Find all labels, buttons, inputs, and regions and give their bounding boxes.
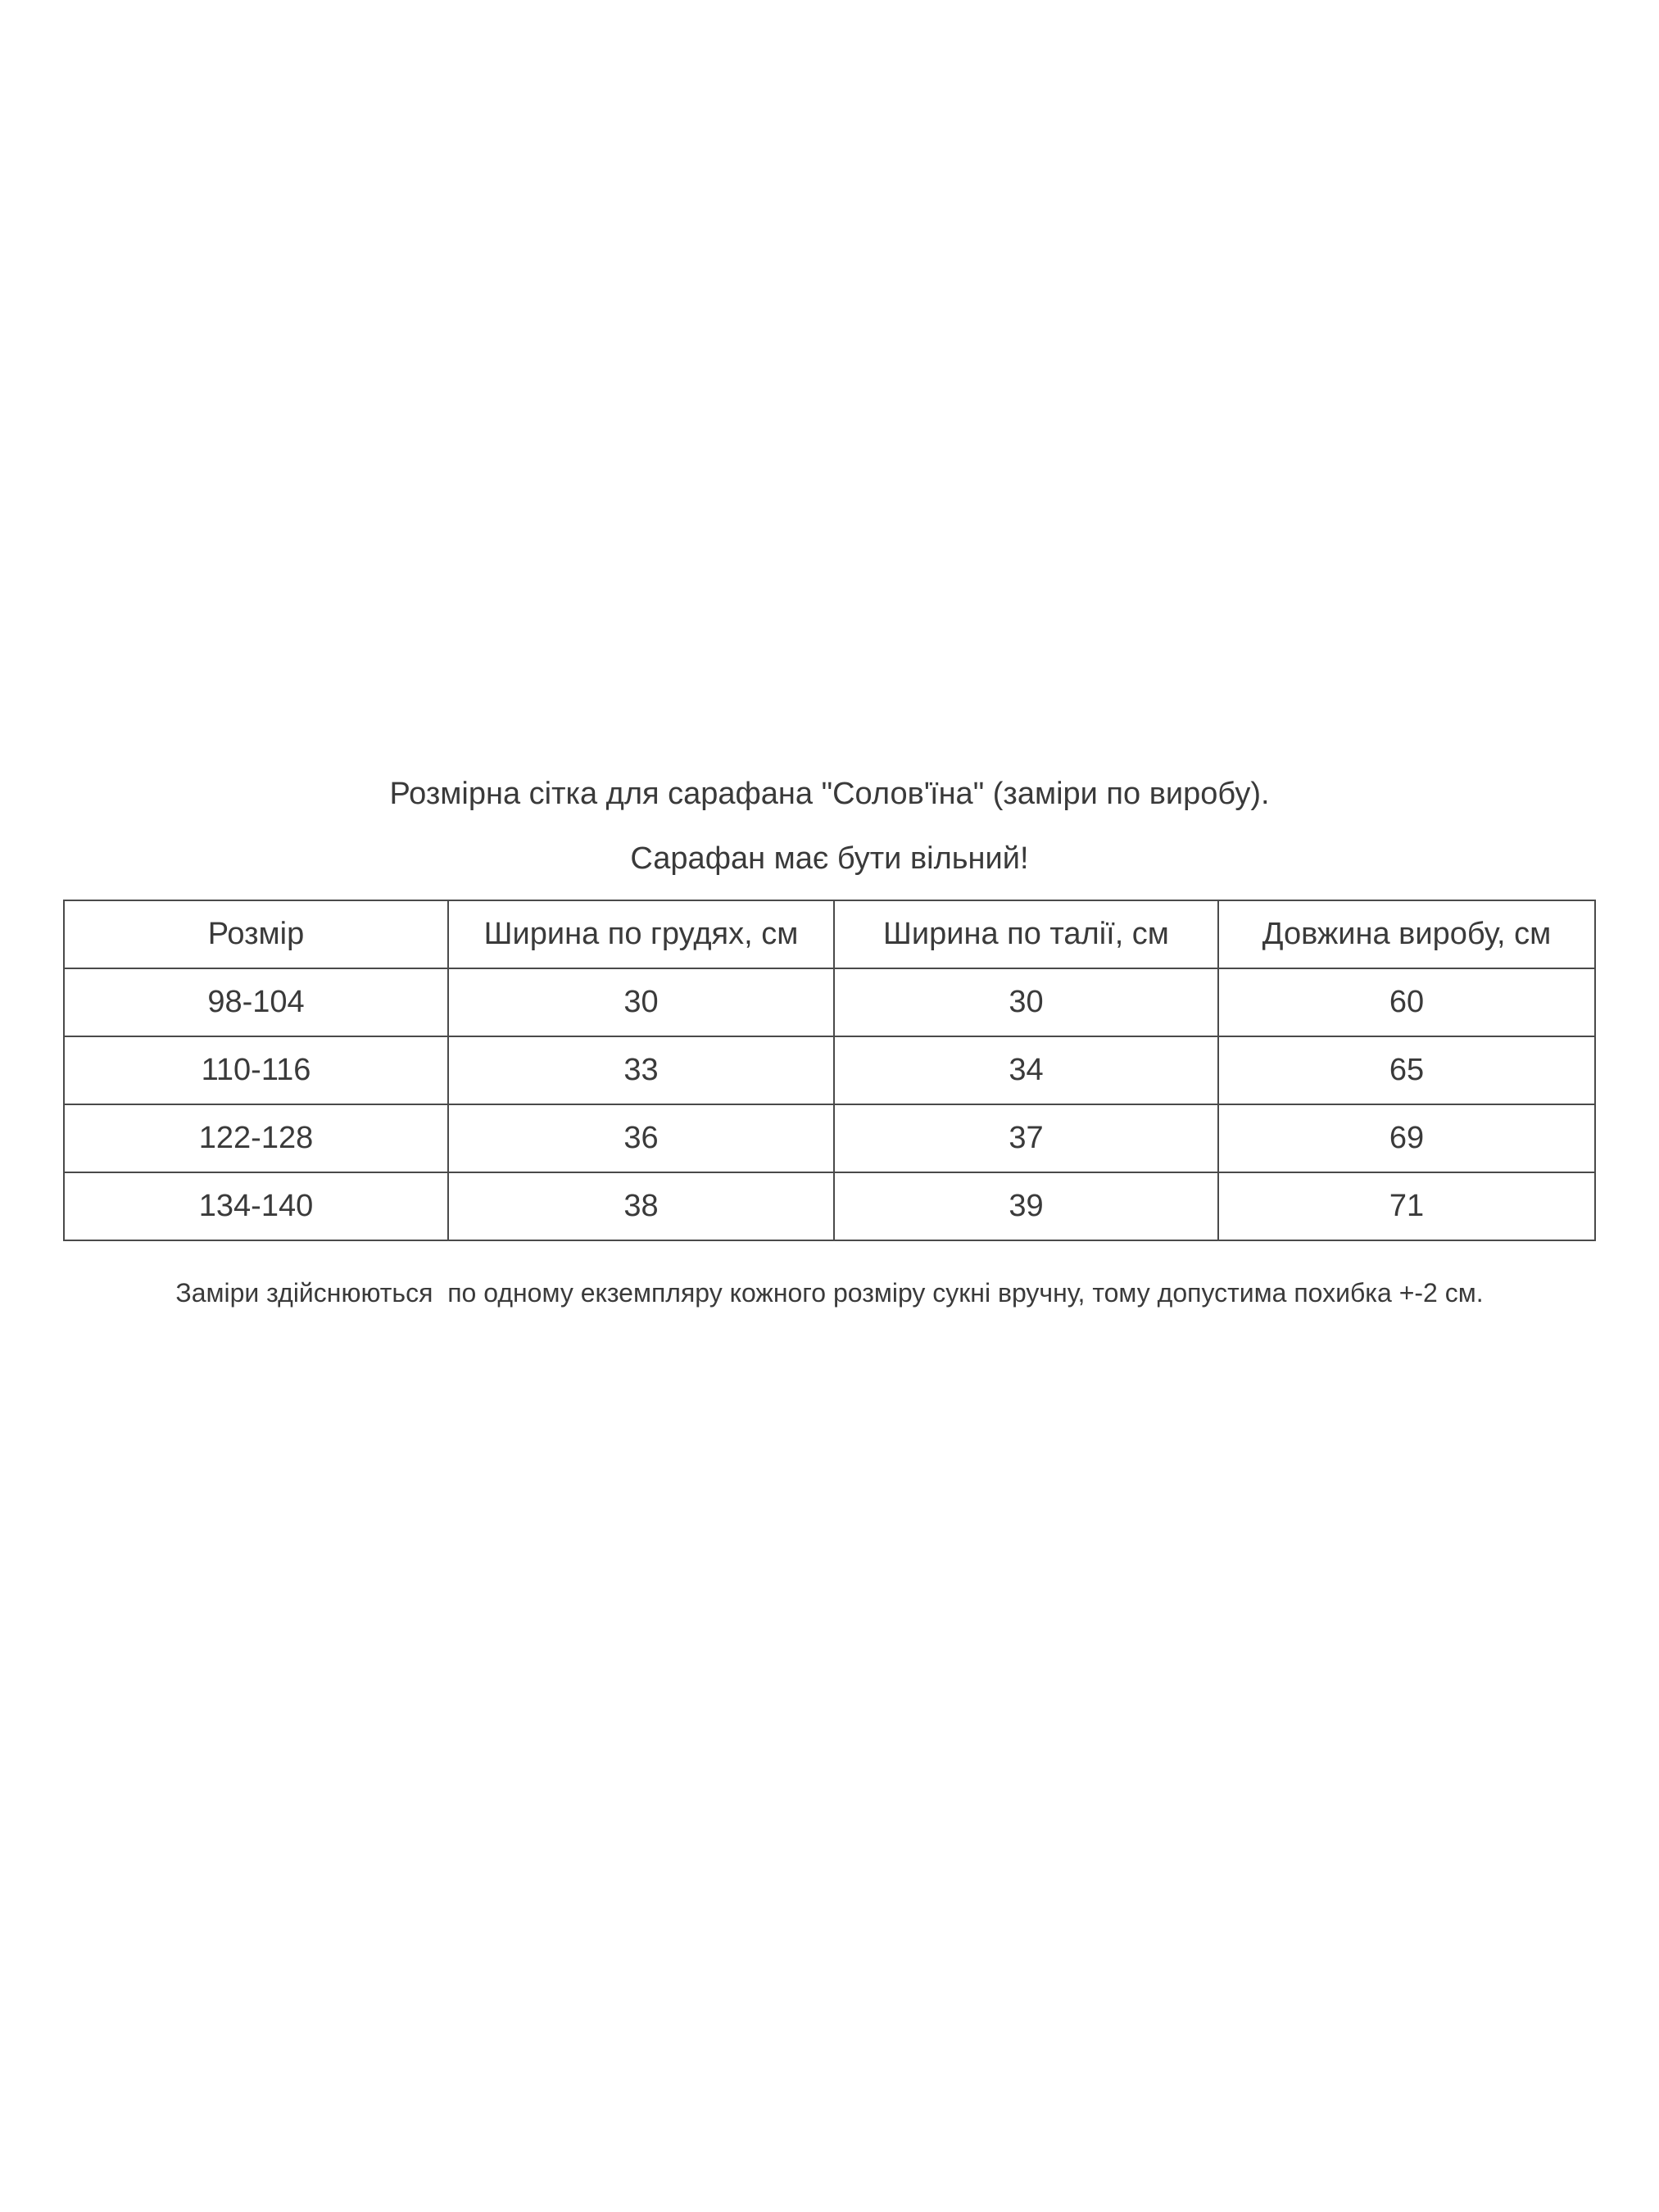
header-chest-width: Ширина по грудях, см <box>447 900 835 969</box>
cell-size: 98-104 <box>63 968 449 1037</box>
cell-size: 134-140 <box>63 1172 449 1241</box>
cell-size: 122-128 <box>63 1104 449 1173</box>
cell-length: 65 <box>1217 1036 1596 1105</box>
table-row: 122-128 36 37 69 <box>63 1104 1596 1173</box>
table-row: 110-116 33 34 65 <box>63 1036 1596 1105</box>
table-header-row: Розмір Ширина по грудях, см Ширина по та… <box>63 900 1596 969</box>
cell-chest: 36 <box>447 1104 835 1173</box>
page-title: Розмірна сітка для сарафана "Солов'їна" … <box>389 777 1270 811</box>
cell-waist: 39 <box>833 1172 1219 1241</box>
table-row: 98-104 30 30 60 <box>63 968 1596 1037</box>
cell-length: 60 <box>1217 968 1596 1037</box>
cell-length: 69 <box>1217 1104 1596 1173</box>
header-length: Довжина виробу, см <box>1217 900 1596 969</box>
size-chart-table: Розмір Ширина по грудях, см Ширина по та… <box>63 900 1596 1241</box>
cell-chest: 30 <box>447 968 835 1037</box>
header-size: Розмір <box>63 900 449 969</box>
measurement-note: Заміри здійснюються по одному екземпляру… <box>175 1278 1484 1308</box>
cell-chest: 33 <box>447 1036 835 1105</box>
page-subtitle: Сарафан має бути вільний! <box>630 841 1029 876</box>
header-waist-width: Ширина по талії, см <box>833 900 1219 969</box>
cell-waist: 30 <box>833 968 1219 1037</box>
cell-waist: 37 <box>833 1104 1219 1173</box>
cell-length: 71 <box>1217 1172 1596 1241</box>
cell-waist: 34 <box>833 1036 1219 1105</box>
table-row: 134-140 38 39 71 <box>63 1172 1596 1241</box>
cell-size: 110-116 <box>63 1036 449 1105</box>
cell-chest: 38 <box>447 1172 835 1241</box>
